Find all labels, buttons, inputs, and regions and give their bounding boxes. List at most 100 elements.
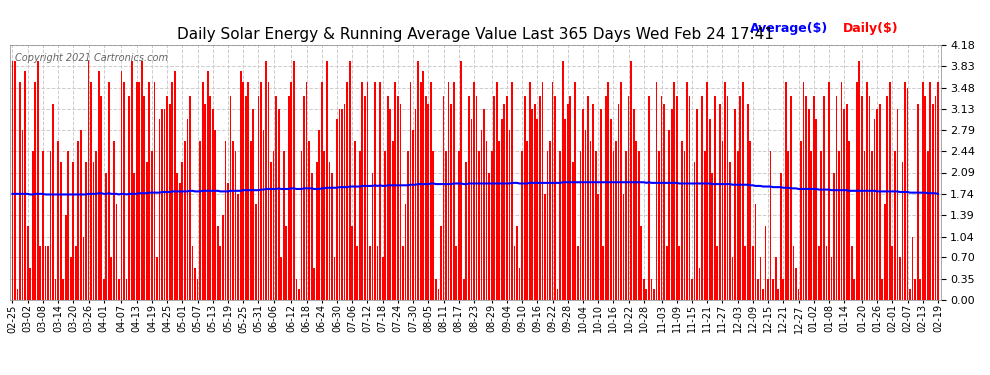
Bar: [435, 279, 437, 300]
Bar: [628, 96, 630, 300]
Bar: [841, 82, 842, 300]
Bar: [714, 96, 716, 300]
Bar: [48, 246, 49, 300]
Bar: [126, 279, 128, 300]
Bar: [313, 268, 315, 300]
Bar: [387, 96, 389, 300]
Bar: [353, 141, 355, 300]
Bar: [267, 82, 269, 300]
Bar: [793, 246, 794, 300]
Bar: [32, 151, 34, 300]
Bar: [798, 289, 799, 300]
Bar: [816, 119, 817, 300]
Bar: [850, 246, 852, 300]
Bar: [447, 82, 449, 300]
Bar: [359, 151, 360, 300]
Bar: [645, 289, 647, 300]
Bar: [184, 141, 186, 300]
Bar: [248, 82, 249, 300]
Bar: [638, 151, 640, 300]
Bar: [511, 82, 513, 300]
Bar: [346, 82, 348, 300]
Bar: [156, 257, 157, 300]
Bar: [441, 226, 442, 300]
Bar: [100, 96, 102, 300]
Bar: [298, 289, 300, 300]
Bar: [927, 151, 929, 300]
Bar: [151, 151, 152, 300]
Bar: [655, 82, 657, 300]
Bar: [293, 61, 295, 300]
Bar: [481, 130, 482, 300]
Bar: [823, 96, 825, 300]
Bar: [858, 61, 860, 300]
Bar: [59, 162, 61, 300]
Bar: [88, 61, 89, 300]
Bar: [724, 82, 726, 300]
Bar: [845, 104, 847, 300]
Bar: [709, 119, 711, 300]
Bar: [108, 82, 110, 300]
Bar: [891, 246, 893, 300]
Bar: [590, 141, 591, 300]
Bar: [871, 151, 873, 300]
Bar: [144, 96, 146, 300]
Bar: [483, 109, 485, 300]
Bar: [14, 61, 16, 300]
Bar: [371, 172, 373, 300]
Bar: [473, 82, 475, 300]
Bar: [874, 119, 875, 300]
Bar: [423, 71, 424, 300]
Bar: [881, 279, 883, 300]
Bar: [795, 268, 797, 300]
Bar: [301, 151, 302, 300]
Bar: [30, 268, 31, 300]
Bar: [620, 82, 622, 300]
Bar: [567, 104, 568, 300]
Bar: [344, 104, 346, 300]
Bar: [922, 82, 924, 300]
Bar: [861, 96, 862, 300]
Bar: [917, 104, 919, 300]
Bar: [402, 246, 404, 300]
Bar: [618, 104, 620, 300]
Bar: [722, 141, 724, 300]
Bar: [704, 151, 706, 300]
Bar: [450, 104, 452, 300]
Bar: [382, 257, 383, 300]
Bar: [270, 162, 272, 300]
Bar: [192, 246, 193, 300]
Bar: [222, 214, 224, 300]
Bar: [749, 141, 751, 300]
Bar: [498, 141, 500, 300]
Bar: [153, 82, 155, 300]
Bar: [194, 268, 196, 300]
Bar: [696, 109, 698, 300]
Bar: [810, 151, 812, 300]
Bar: [660, 96, 662, 300]
Bar: [902, 162, 903, 300]
Bar: [331, 172, 333, 300]
Bar: [478, 151, 480, 300]
Bar: [732, 257, 734, 300]
Bar: [417, 61, 419, 300]
Bar: [843, 109, 845, 300]
Bar: [914, 279, 916, 300]
Bar: [113, 141, 115, 300]
Bar: [556, 289, 558, 300]
Bar: [585, 130, 586, 300]
Bar: [57, 141, 59, 300]
Bar: [303, 96, 305, 300]
Bar: [227, 183, 229, 300]
Bar: [166, 96, 168, 300]
Bar: [549, 141, 550, 300]
Bar: [673, 82, 675, 300]
Bar: [181, 162, 183, 300]
Bar: [400, 104, 401, 300]
Bar: [52, 104, 53, 300]
Bar: [650, 279, 652, 300]
Bar: [602, 246, 604, 300]
Bar: [361, 82, 363, 300]
Bar: [64, 214, 66, 300]
Bar: [379, 82, 381, 300]
